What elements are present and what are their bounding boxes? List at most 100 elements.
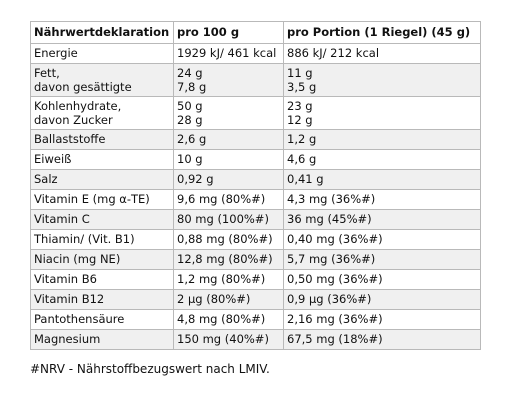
cell-text: 1929 kJ/ 461 kcal [177, 46, 277, 60]
cell-text: davon gesättigte [34, 80, 132, 94]
cell-per-portion: 2,16 mg (36%#) [283, 309, 481, 330]
cell-nutrient: Fett, davon gesättigte [30, 63, 174, 97]
cell-text: 0,41 g [287, 172, 324, 186]
cell-text: 9,6 mg (80%#) [177, 192, 266, 206]
cell-nutrient: Niacin (mg NE) [30, 249, 174, 270]
table-row: Ballaststoffe 2,6 g 1,2 g [30, 129, 481, 150]
cell-text: 2,16 mg (36%#) [287, 312, 383, 326]
table-row: Vitamin E (mg α-TE) 9,6 mg (80%#) 4,3 mg (… [30, 189, 481, 210]
table-row: Vitamin B6 1,2 mg (80%#) 0,50 mg (36%#) [30, 269, 481, 290]
cell-text: Vitamin B6 [34, 272, 97, 286]
cell-text: Magnesium [34, 332, 101, 346]
cell-text: 0,40 mg (36%#) [287, 232, 383, 246]
table-row: Vitamin B12 2 µg (80%#) 0,9 µg (36%#) [30, 289, 481, 310]
cell-per-portion: 1,2 g [283, 129, 481, 150]
cell-text: Vitamin E (mg α-TE) [34, 192, 150, 206]
cell-text: Vitamin C [34, 212, 90, 226]
cell-text: 4,6 g [287, 152, 317, 166]
table-row: Energie 1929 kJ/ 461 kcal 886 kJ/ 212 kcal [30, 43, 481, 64]
cell-text: 28 g [177, 113, 203, 127]
cell-per-portion: 23 g 12 g [283, 96, 481, 130]
cell-per-portion: 0,41 g [283, 169, 481, 190]
cell-text: Niacin (mg NE) [34, 252, 121, 266]
nrv-footnote: #NRV - Nährstoffbezugswert nach LMIV. [30, 362, 270, 376]
cell-per-100g: 0,92 g [173, 169, 284, 190]
cell-per-100g: 24 g 7,8 g [173, 63, 284, 97]
cell-per-100g: 150 mg (40%#) [173, 329, 284, 350]
cell-per-portion: 0,40 mg (36%#) [283, 229, 481, 250]
cell-text: 67,5 mg (18%#) [287, 332, 383, 346]
cell-nutrient: Magnesium [30, 329, 174, 350]
table-row: Thiamin/ (Vit. B1) 0,88 mg (80%#) 0,40 mg … [30, 229, 481, 250]
cell-per-100g: 80 mg (100%#) [173, 209, 284, 230]
table-row: Niacin (mg NE) 12,8 mg (80%#) 5,7 mg (36%#… [30, 249, 481, 270]
cell-per-100g: 10 g [173, 149, 284, 170]
cell-per-portion: 67,5 mg (18%#) [283, 329, 481, 350]
cell-text: 10 g [177, 152, 203, 166]
cell-per-100g: 2 µg (80%#) [173, 289, 284, 310]
cell-nutrient: Vitamin B6 [30, 269, 174, 290]
cell-nutrient: Salz [30, 169, 174, 190]
cell-per-portion: 4,6 g [283, 149, 481, 170]
cell-per-portion: 0,50 mg (36%#) [283, 269, 481, 290]
cell-text: 1,2 mg (80%#) [177, 272, 266, 286]
table-row: Eiweiß 10 g 4,6 g [30, 149, 481, 170]
table-row: Fett, davon gesättigte 24 g 7,8 g 11 g 3,5 g [30, 63, 481, 97]
cell-nutrient: Thiamin/ (Vit. B1) [30, 229, 174, 250]
cell-text: Salz [34, 172, 58, 186]
cell-per-100g: 2,6 g [173, 129, 284, 150]
table-row: Magnesium 150 mg (40%#) 67,5 mg (18%#) [30, 329, 481, 350]
cell-per-100g: 0,88 mg (80%#) [173, 229, 284, 250]
cell-per-portion: 36 mg (45%#) [283, 209, 481, 230]
cell-text: Eiweiß [34, 152, 72, 166]
cell-text: 36 mg (45%#) [287, 212, 372, 226]
column-header-per-100g: pro 100 g [173, 21, 284, 44]
table-body: Energie 1929 kJ/ 461 kcal 886 kJ/ 212 kcal… [30, 43, 481, 350]
cell-per-portion: 0,9 µg (36%#) [283, 289, 481, 310]
cell-text: 4,8 mg (80%#) [177, 312, 266, 326]
cell-text: 0,92 g [177, 172, 214, 186]
cell-nutrient: Vitamin B12 [30, 289, 174, 310]
cell-text: 2 µg (80%#) [177, 292, 251, 306]
table-row: Vitamin C 80 mg (100%#) 36 mg (45%#) [30, 209, 481, 230]
cell-text: Pantothensäure [34, 312, 125, 326]
cell-text: Thiamin/ (Vit. B1) [34, 232, 135, 246]
cell-text: 24 g [177, 66, 203, 80]
cell-text: 11 g [287, 66, 313, 80]
column-header-nutrient: Nährwertdeklaration [30, 21, 174, 44]
cell-per-100g: 9,6 mg (80%#) [173, 189, 284, 210]
cell-per-100g: 4,8 mg (80%#) [173, 309, 284, 330]
cell-text: 12,8 mg (80%#) [177, 252, 273, 266]
cell-text: 2,6 g [177, 132, 207, 146]
cell-nutrient: Eiweiß [30, 149, 174, 170]
cell-text: 0,50 mg (36%#) [287, 272, 383, 286]
cell-text: 50 g [177, 99, 203, 113]
table-row: Kohlenhydrate, davon Zucker 50 g 28 g 23 g 12… [30, 96, 481, 130]
cell-nutrient: Energie [30, 43, 174, 64]
table-header-row: Nährwertdeklaration pro 100 g pro Portio… [30, 21, 481, 44]
cell-nutrient: Ballaststoffe [30, 129, 174, 150]
cell-text: 5,7 mg (36%#) [287, 252, 376, 266]
cell-per-100g: 12,8 mg (80%#) [173, 249, 284, 270]
cell-text: 0,9 µg (36%#) [287, 292, 372, 306]
cell-per-portion: 4,3 mg (36%#) [283, 189, 481, 210]
cell-text: 1,2 g [287, 132, 317, 146]
cell-nutrient: Kohlenhydrate, davon Zucker [30, 96, 174, 130]
cell-per-portion: 11 g 3,5 g [283, 63, 481, 97]
cell-text: davon Zucker [34, 113, 113, 127]
cell-text: Energie [34, 46, 78, 60]
cell-per-portion: 5,7 mg (36%#) [283, 249, 481, 270]
cell-text: 886 kJ/ 212 kcal [287, 46, 380, 60]
cell-text: 150 mg (40%#) [177, 332, 269, 346]
column-header-per-portion: pro Portion (1 Riegel) (45 g) [283, 21, 481, 44]
cell-nutrient: Vitamin C [30, 209, 174, 230]
cell-per-100g: 1,2 mg (80%#) [173, 269, 284, 290]
cell-nutrient: Vitamin E (mg α-TE) [30, 189, 174, 210]
cell-text: Ballaststoffe [34, 132, 106, 146]
cell-text: 12 g [287, 113, 313, 127]
cell-nutrient: Pantothensäure [30, 309, 174, 330]
cell-text: Fett, [34, 66, 60, 80]
cell-text: 7,8 g [177, 80, 207, 94]
nutrition-table: Nährwertdeklaration pro 100 g pro Portio… [30, 21, 481, 350]
cell-text: 0,88 mg (80%#) [177, 232, 273, 246]
